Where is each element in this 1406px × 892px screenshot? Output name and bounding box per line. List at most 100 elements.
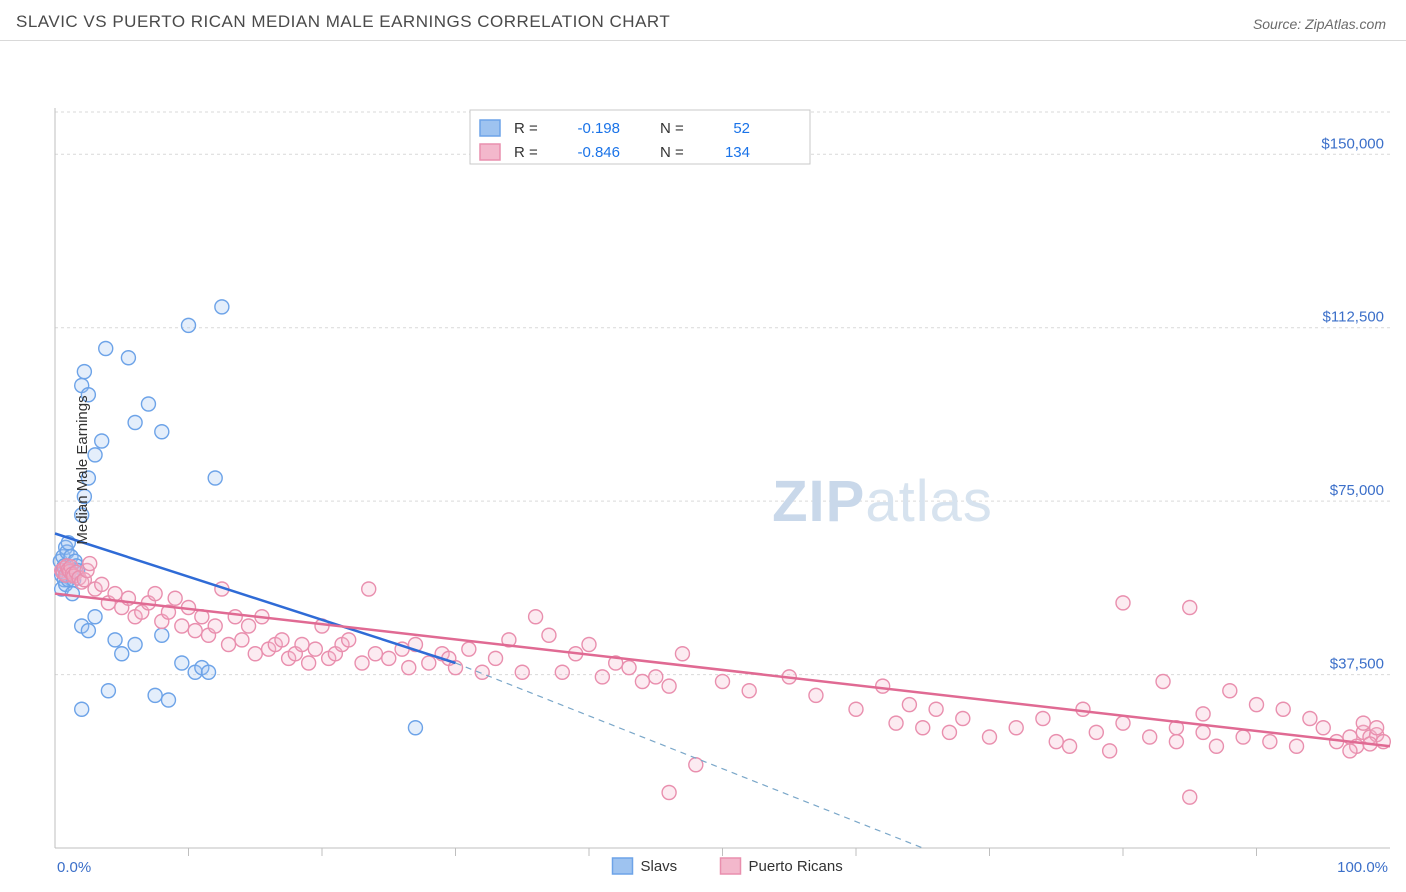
data-point (1183, 601, 1197, 615)
data-point (208, 471, 222, 485)
legend-n-value[interactable]: 134 (725, 144, 750, 161)
data-point (75, 702, 89, 716)
data-point (1196, 707, 1210, 721)
data-point (555, 665, 569, 679)
data-point (308, 642, 322, 656)
data-point (161, 693, 175, 707)
legend-n-label: N = (660, 120, 684, 137)
data-point (182, 318, 196, 332)
data-point (148, 587, 162, 601)
data-point (849, 702, 863, 716)
data-point (1370, 721, 1384, 735)
data-point (1156, 675, 1170, 689)
trend-line (456, 663, 923, 848)
data-point (77, 365, 91, 379)
chart-title: SLAVIC VS PUERTO RICAN MEDIAN MALE EARNI… (16, 12, 670, 32)
data-point (175, 656, 189, 670)
data-point (1103, 744, 1117, 758)
data-point (916, 721, 930, 735)
data-point (1063, 739, 1077, 753)
data-point (248, 647, 262, 661)
data-point (275, 633, 289, 647)
data-point (582, 638, 596, 652)
data-point (876, 679, 890, 693)
data-point (408, 721, 422, 735)
scatter-chart: $37,500 $75,000 $112,500 $150,000 ZIPatlas 0.… (0, 48, 1406, 892)
data-point (342, 633, 356, 647)
legend-swatch (480, 144, 500, 160)
data-point (1276, 702, 1290, 716)
data-point (175, 619, 189, 633)
data-point (65, 587, 79, 601)
data-point (128, 638, 142, 652)
data-point (222, 638, 236, 652)
data-point (1290, 739, 1304, 753)
data-point (595, 670, 609, 684)
legend-series-label: Slavs (641, 858, 678, 875)
data-point (742, 684, 756, 698)
x-tick-label: 0.0% (57, 859, 91, 876)
data-point (155, 628, 169, 642)
data-point (81, 624, 95, 638)
data-point (983, 730, 997, 744)
data-point (368, 647, 382, 661)
data-point (689, 758, 703, 772)
data-point (242, 619, 256, 633)
legend-r-value[interactable]: -0.198 (577, 120, 620, 137)
data-point (675, 647, 689, 661)
data-point (649, 670, 663, 684)
data-point (95, 577, 109, 591)
y-tick-label: $112,500 (1323, 309, 1384, 326)
data-point (489, 651, 503, 665)
data-point (121, 351, 135, 365)
data-point (942, 725, 956, 739)
data-point (108, 633, 122, 647)
data-point (1263, 735, 1277, 749)
y-tick-label: $75,000 (1330, 482, 1384, 499)
data-point (929, 702, 943, 716)
data-point (355, 656, 369, 670)
data-point (88, 610, 102, 624)
data-point (235, 633, 249, 647)
data-point (1209, 739, 1223, 753)
data-point (716, 675, 730, 689)
chart-header: SLAVIC VS PUERTO RICAN MEDIAN MALE EARNI… (0, 0, 1406, 41)
data-point (1356, 716, 1370, 730)
data-point (809, 688, 823, 702)
data-point (208, 619, 222, 633)
data-point (202, 665, 216, 679)
data-point (148, 688, 162, 702)
legend-series-label: Puerto Ricans (749, 858, 843, 875)
data-point (382, 651, 396, 665)
watermark: ZIPatlas (772, 469, 993, 534)
data-point (402, 661, 416, 675)
data-point (295, 638, 309, 652)
data-point (141, 397, 155, 411)
y-tick-label: $37,500 (1330, 656, 1384, 673)
data-point (128, 416, 142, 430)
data-point (422, 656, 436, 670)
data-point (1076, 702, 1090, 716)
data-point (462, 642, 476, 656)
data-point (1169, 735, 1183, 749)
data-point (902, 698, 916, 712)
data-point (1036, 712, 1050, 726)
y-axis-label: Median Male Earnings (74, 395, 91, 544)
data-point (1250, 698, 1264, 712)
data-point (83, 557, 97, 571)
data-point (1116, 596, 1130, 610)
legend-r-value[interactable]: -0.846 (577, 144, 620, 161)
data-point (1196, 725, 1210, 739)
data-point (168, 591, 182, 605)
legend-n-value[interactable]: 52 (733, 120, 750, 137)
data-point (215, 300, 229, 314)
data-point (1183, 790, 1197, 804)
data-point (956, 712, 970, 726)
data-point (1089, 725, 1103, 739)
data-point (662, 679, 676, 693)
data-point (1009, 721, 1023, 735)
y-tick-label: $150,000 (1321, 135, 1384, 152)
data-point (1049, 735, 1063, 749)
data-point (188, 624, 202, 638)
legend-r-label: R = (514, 120, 538, 137)
